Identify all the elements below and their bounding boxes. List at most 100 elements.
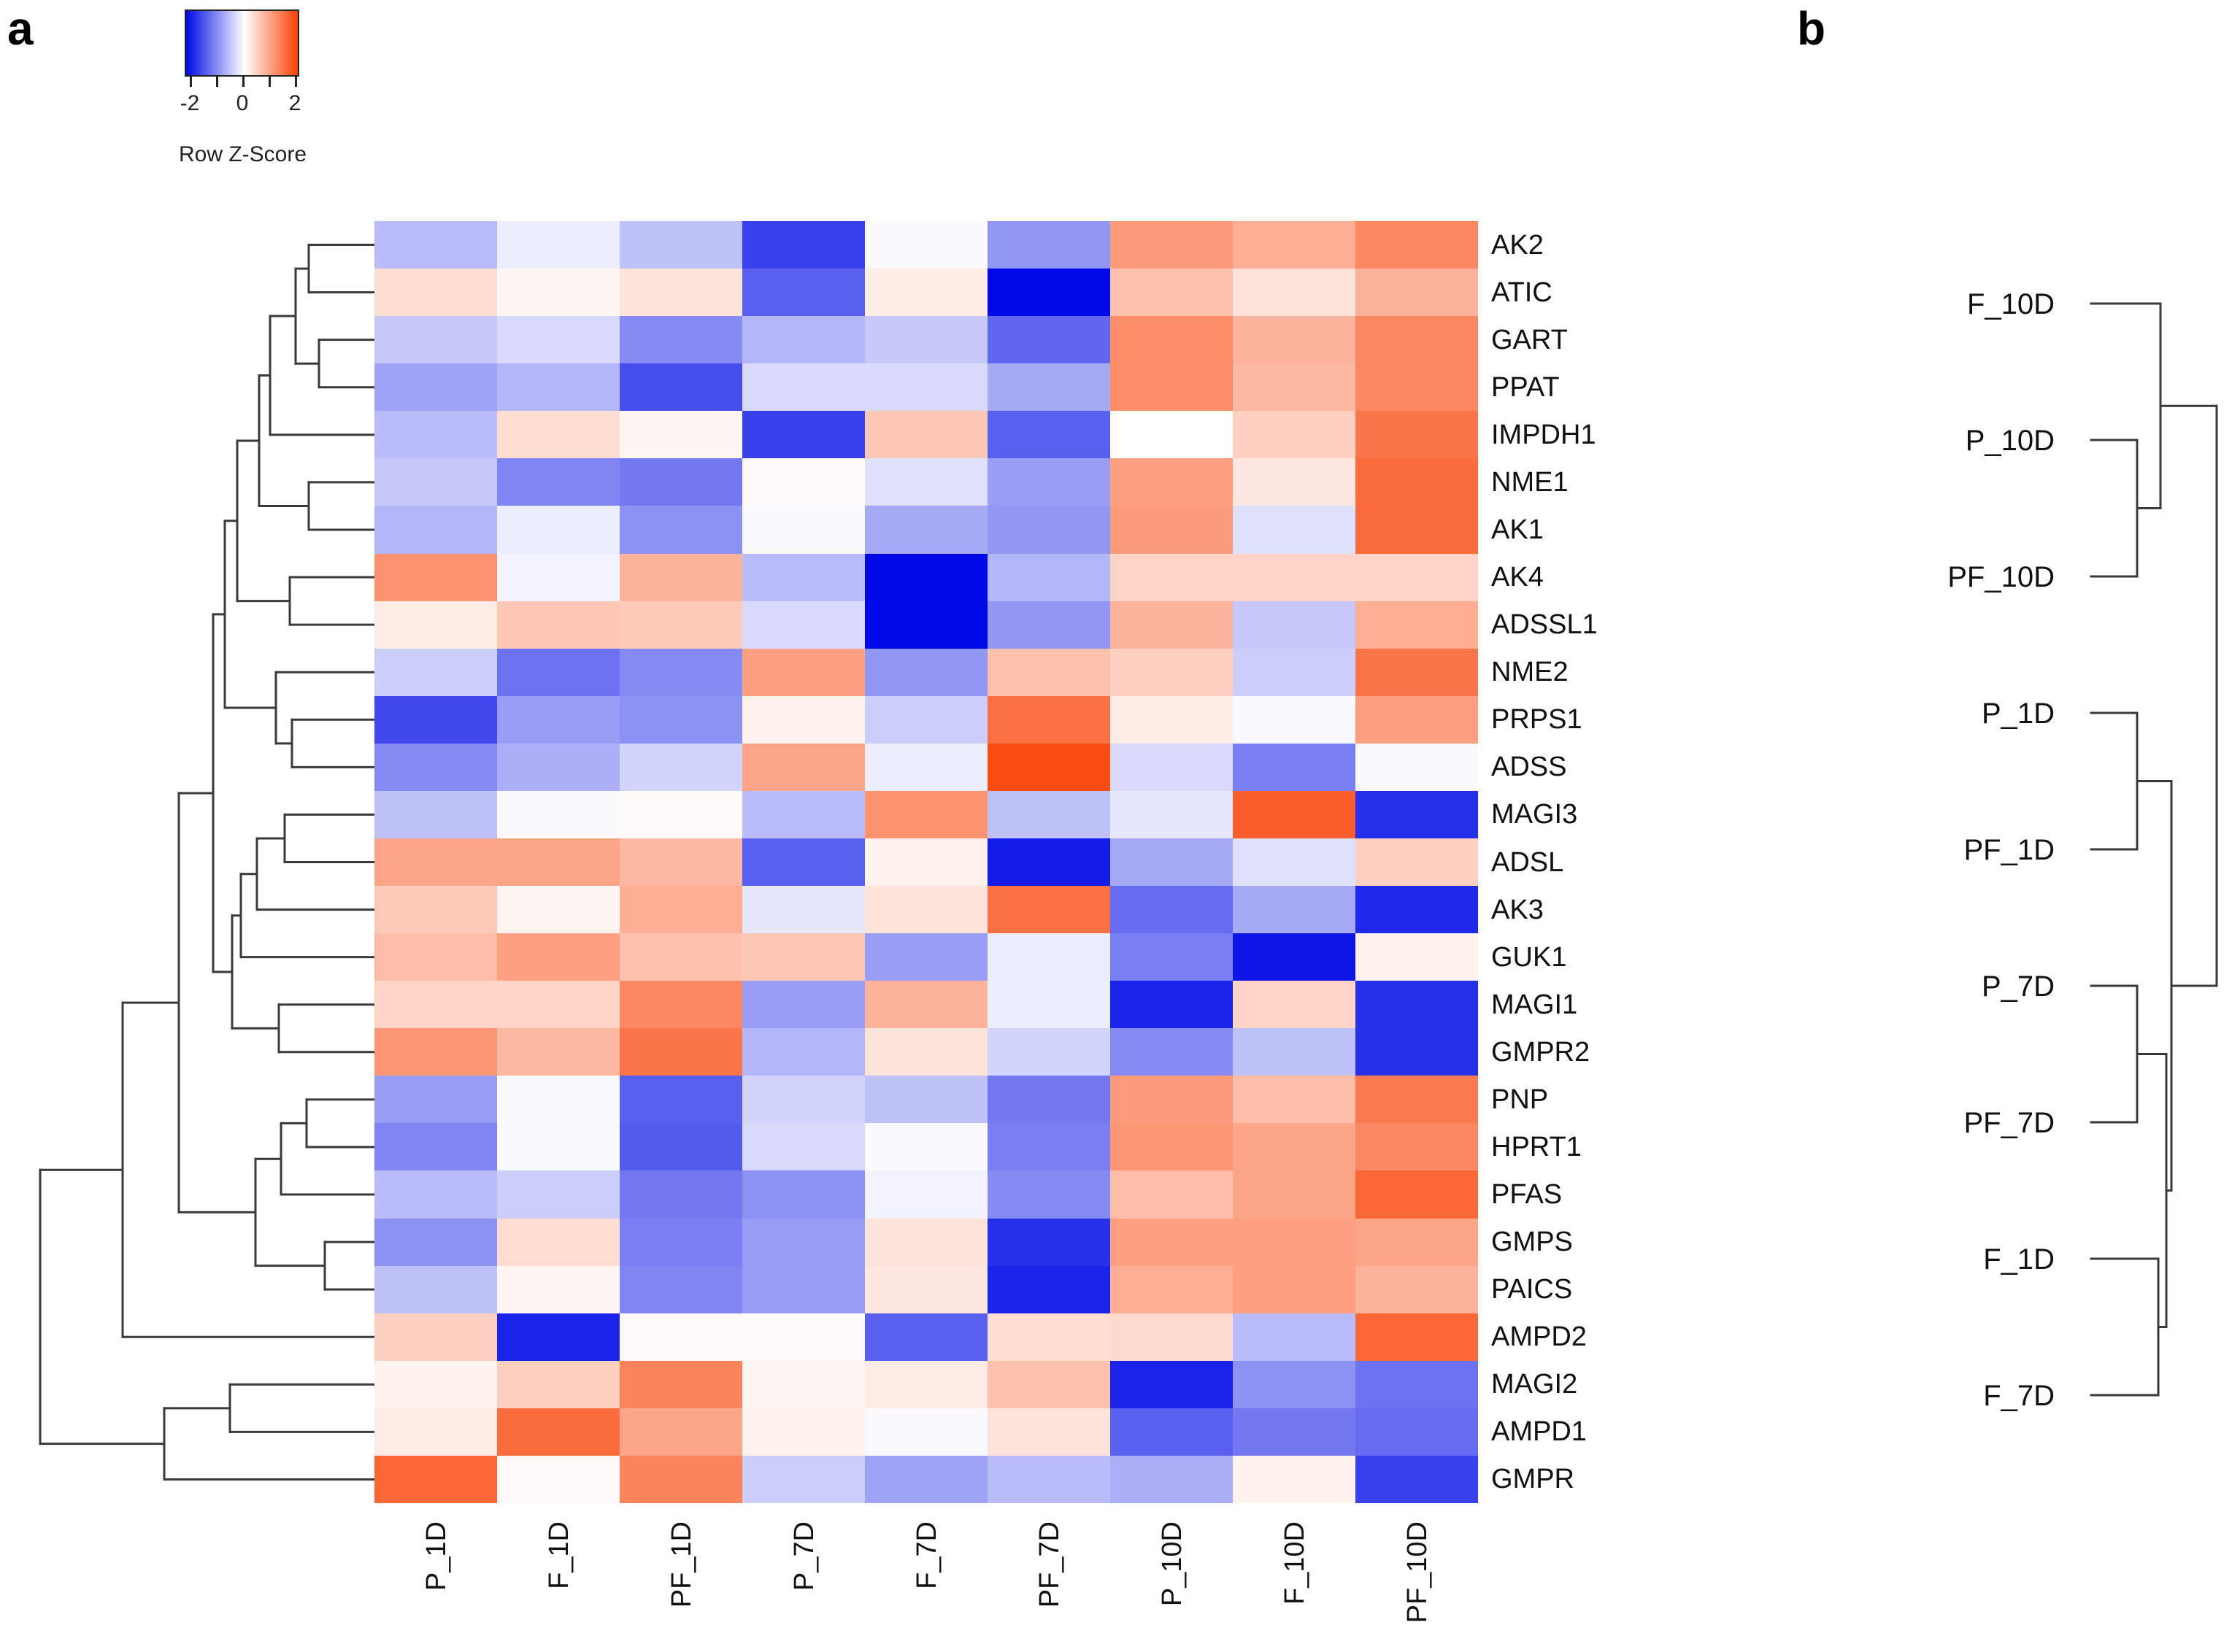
heatmap-cell-GUK1-P_10D — [1110, 933, 1233, 981]
heatmap-cell-PFAS-P_10D — [1110, 1170, 1233, 1219]
heatmap-cell-NME2-P_10D — [1110, 648, 1233, 696]
heatmap-cell-PAICS-P_1D — [374, 1265, 497, 1313]
legend-tick-label-mid: 0 — [236, 91, 249, 115]
heatmap-cell-ATIC-P_1D — [374, 269, 497, 317]
heatmap-cell-GUK1-P_1D — [374, 933, 497, 981]
heatmap-cell-HPRT1-PF_10D — [1355, 1123, 1478, 1171]
gene-label-NME2: NME2 — [1491, 657, 1569, 688]
heatmap-cell-GMPR2-F_1D — [497, 1028, 620, 1076]
heatmap-cell-AK1-P_7D — [742, 506, 865, 554]
heatmap-cell-ADSS-PF_7D — [988, 743, 1110, 791]
heatmap-cell-AK4-PF_10D — [1355, 553, 1478, 601]
column-label-PF_7D: PF_7D — [1034, 1521, 1065, 1607]
legend-title: Row Z-Score — [179, 142, 307, 166]
heatmap-cell-AMPD1-PF_1D — [620, 1408, 742, 1456]
heatmap-cell-AMPD2-PF_1D — [620, 1313, 742, 1361]
sample-label-P_7D: P_7D — [1982, 970, 2055, 1003]
heatmap-cell-ADSL-F_1D — [497, 838, 620, 887]
heatmap-cell-AMPD1-P_1D — [374, 1408, 497, 1456]
heatmap-cell-ATIC-P_7D — [742, 269, 865, 317]
heatmap-cell-ADSS-F_10D — [1233, 743, 1355, 791]
heatmap-cell-GMPS-P_1D — [374, 1218, 497, 1266]
heatmap-cell-AK1-F_7D — [865, 506, 988, 554]
gene-label-ADSS: ADSS — [1491, 752, 1567, 783]
heatmap-cell-GMPR-PF_1D — [620, 1455, 742, 1503]
heatmap-cell-ADSL-PF_7D — [988, 838, 1110, 887]
heatmap-cell-MAGI3-PF_7D — [988, 790, 1110, 838]
heatmap-cell-NME1-F_7D — [865, 458, 988, 506]
gene-label-AMPD2: AMPD2 — [1491, 1321, 1587, 1353]
heatmap-cell-NME2-PF_10D — [1355, 648, 1478, 696]
heatmap-cell-AK3-P_7D — [742, 886, 865, 934]
column-label-PF_1D: PF_1D — [666, 1521, 697, 1607]
heatmap-cell-MAGI3-F_1D — [497, 790, 620, 838]
heatmap-cell-AMPD2-F_7D — [865, 1313, 988, 1361]
heatmap-cell-GMPR2-P_10D — [1110, 1028, 1233, 1076]
heatmap-cell-AK3-P_1D — [374, 886, 497, 934]
heatmap-cell-GMPR-P_10D — [1110, 1455, 1233, 1503]
heatmap-cell-GMPR-PF_10D — [1355, 1455, 1478, 1503]
column-label-F_1D: F_1D — [544, 1521, 574, 1589]
heatmap-cell-PNP-P_7D — [742, 1076, 865, 1124]
heatmap-cell-NME1-P_7D — [742, 458, 865, 506]
gene-label-MAGI2: MAGI2 — [1491, 1369, 1578, 1400]
sample-label-P_1D: P_1D — [1982, 698, 2055, 730]
heatmap-cell-GMPR2-P_1D — [374, 1028, 497, 1076]
gene-label-ADSSL1: ADSSL1 — [1491, 609, 1598, 641]
heatmap-cell-ADSL-PF_1D — [620, 838, 742, 887]
heatmap-cell-IMPDH1-PF_10D — [1355, 411, 1478, 459]
heatmap-cell-MAGI1-P_1D — [374, 981, 497, 1029]
heatmap-cell-PRPS1-PF_10D — [1355, 695, 1478, 744]
heatmap-cell-HPRT1-PF_1D — [620, 1123, 742, 1171]
panel-b-label: b — [1797, 2, 1826, 55]
heatmap-cell-PRPS1-P_10D — [1110, 695, 1233, 744]
heatmap-cell-PFAS-PF_10D — [1355, 1170, 1478, 1219]
heatmap-cell-NME2-F_7D — [865, 648, 988, 696]
heatmap-cell-ADSSL1-F_1D — [497, 601, 620, 649]
heatmap-cell-AK2-PF_1D — [620, 221, 742, 269]
heatmap-cell-MAGI2-F_10D — [1233, 1360, 1355, 1408]
heatmap-cell-AK3-PF_7D — [988, 886, 1110, 934]
heatmap-cell-HPRT1-P_10D — [1110, 1123, 1233, 1171]
heatmap-cell-IMPDH1-F_1D — [497, 411, 620, 459]
heatmap-cell-GUK1-PF_10D — [1355, 933, 1478, 981]
heatmap-cell-GMPR2-PF_1D — [620, 1028, 742, 1076]
heatmap-cell-PNP-F_10D — [1233, 1076, 1355, 1124]
heatmap-cell-HPRT1-F_7D — [865, 1123, 988, 1171]
heatmap-cell-MAGI1-F_10D — [1233, 981, 1355, 1029]
heatmap-cell-AK2-F_7D — [865, 221, 988, 269]
heatmap-cell-AK1-F_10D — [1233, 506, 1355, 554]
heatmap-cell-NME1-PF_7D — [988, 458, 1110, 506]
gene-label-GMPS: GMPS — [1491, 1227, 1573, 1258]
heatmap-cell-AK2-PF_10D — [1355, 221, 1478, 269]
heatmap-cell-IMPDH1-PF_7D — [988, 411, 1110, 459]
heatmap-cell-PPAT-F_1D — [497, 363, 620, 412]
heatmap-cell-ADSSL1-PF_7D — [988, 601, 1110, 649]
heatmap-cell-GART-F_7D — [865, 316, 988, 364]
heatmap-cell-NME2-PF_7D — [988, 648, 1110, 696]
heatmap-cell-MAGI3-P_10D — [1110, 790, 1233, 838]
heatmap-cell-AK1-PF_1D — [620, 506, 742, 554]
heatmap-cell-HPRT1-F_10D — [1233, 1123, 1355, 1171]
heatmap-cell-NME2-PF_1D — [620, 648, 742, 696]
heatmap-cell-PPAT-PF_7D — [988, 363, 1110, 412]
heatmap-cell-AK3-PF_10D — [1355, 886, 1478, 934]
gene-label-MAGI3: MAGI3 — [1491, 799, 1578, 830]
heatmap-cell-ADSS-F_1D — [497, 743, 620, 791]
heatmap-cell-ADSL-F_7D — [865, 838, 988, 887]
heatmap-cell-ADSSL1-F_7D — [865, 601, 988, 649]
heatmap-cell-AK2-P_10D — [1110, 221, 1233, 269]
heatmap-cell-AK2-F_10D — [1233, 221, 1355, 269]
heatmap-cell-PAICS-P_7D — [742, 1265, 865, 1313]
heatmap-cell-MAGI3-P_1D — [374, 790, 497, 838]
heatmap-cell-AMPD1-F_7D — [865, 1408, 988, 1456]
heatmap-cell-PNP-F_7D — [865, 1076, 988, 1124]
heatmap-cell-GART-PF_1D — [620, 316, 742, 364]
heatmap-cell-NME1-PF_1D — [620, 458, 742, 506]
heatmap-cell-PFAS-P_1D — [374, 1170, 497, 1219]
heatmap-cell-PRPS1-P_1D — [374, 695, 497, 744]
heatmap-cell-ADSS-F_7D — [865, 743, 988, 791]
heatmap-cell-MAGI2-F_1D — [497, 1360, 620, 1408]
heatmap-cell-GMPS-P_10D — [1110, 1218, 1233, 1266]
